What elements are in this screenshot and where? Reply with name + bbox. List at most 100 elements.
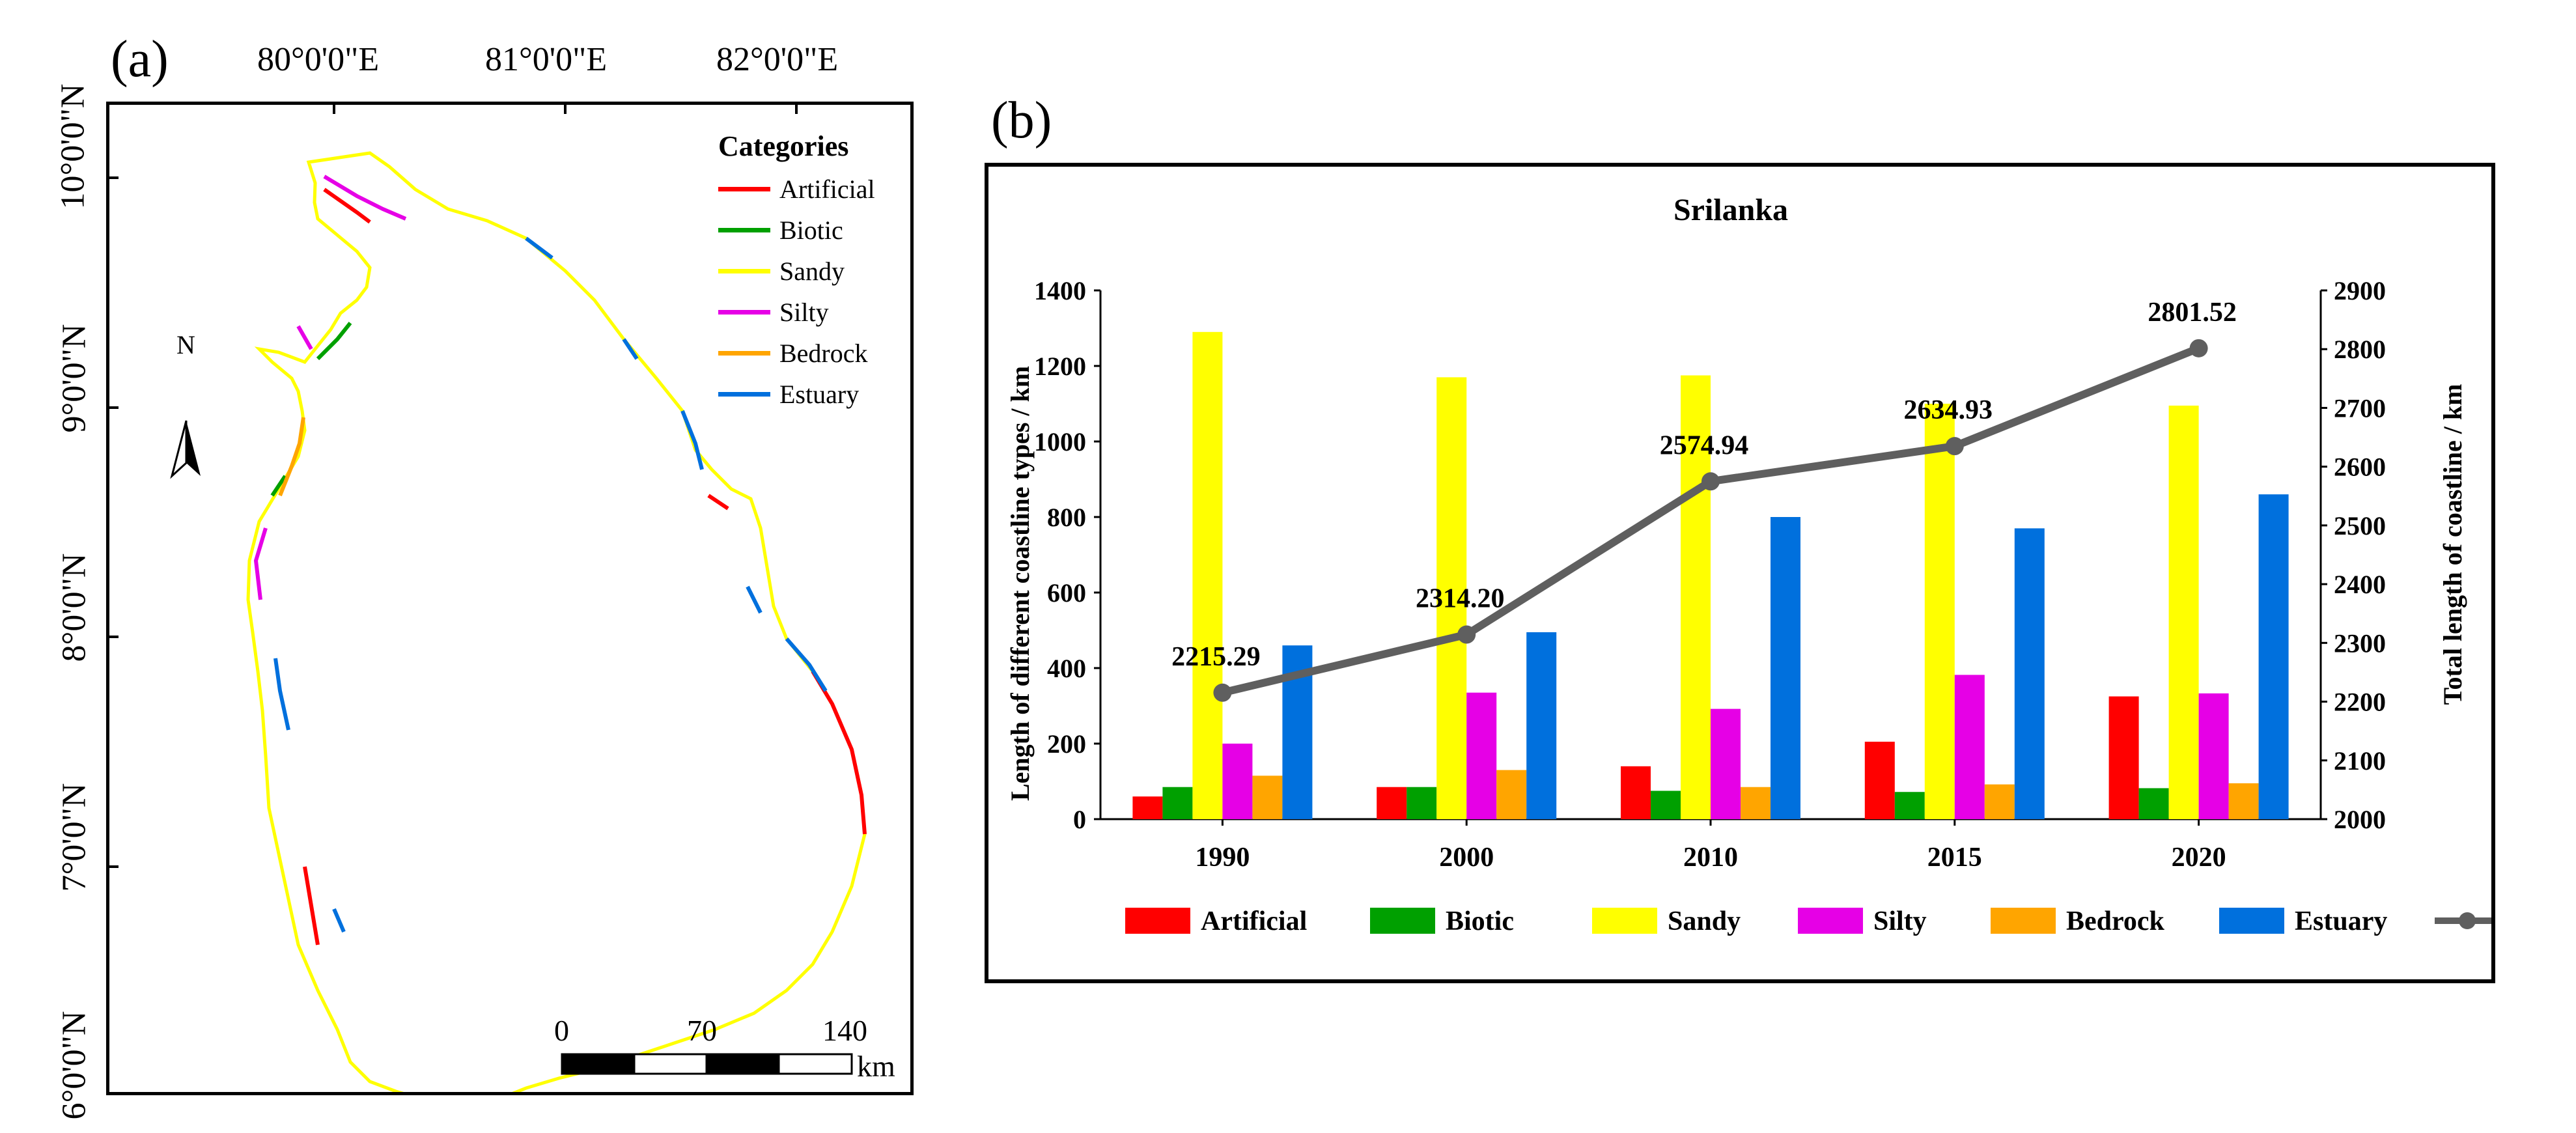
scale-label-70: 70 (687, 1014, 717, 1047)
estuary-segment (332, 908, 346, 933)
bar-bedrock-2000 (1496, 770, 1527, 819)
estuary-segment (680, 410, 704, 470)
legend-swatch-biotic (1370, 908, 1435, 934)
left-coord-6n: 6°0'0"N (55, 1011, 93, 1120)
left-coord-7n: 7°0'0"N (55, 783, 93, 892)
silty-swatch (718, 310, 770, 315)
legend-label: Artificial (779, 175, 875, 204)
bar-bedrock-2015 (1984, 784, 2015, 819)
map-frame: N Categories Artificial Biotic Sandy Sil… (106, 102, 914, 1095)
sri-lanka-coastline (246, 151, 867, 1092)
left-coord-9n: 9°0'0"N (55, 324, 93, 433)
artificial-swatch (718, 187, 770, 191)
total-point (2189, 339, 2208, 357)
silty-segment (323, 175, 407, 221)
legend-swatch-artificial (1125, 908, 1190, 934)
y-tick-label: 800 (1047, 503, 1086, 532)
bar-biotic-2015 (1894, 792, 1925, 819)
north-arrow-icon (170, 420, 201, 479)
chart-title: Srilanka (1673, 193, 1788, 227)
bar-silty-1990 (1222, 744, 1253, 819)
scale-label-140: 140 (822, 1014, 867, 1047)
top-coord-80: 80°0'0"E (257, 41, 380, 78)
x-tick-label: 1990 (1195, 843, 1250, 873)
legend-label-sandy: Sandy (1668, 906, 1741, 936)
y2-tick-label: 2700 (2334, 393, 2386, 423)
bedrock-swatch (718, 351, 770, 356)
total-point (1213, 683, 1232, 702)
legend-label: Estuary (779, 380, 860, 409)
chart-svg: Srilanka Length of different coastline t… (1005, 193, 2570, 936)
y-tick-label: 0 (1073, 805, 1086, 834)
legend-swatch-estuary (2219, 908, 2284, 934)
artificial-segment (707, 494, 729, 511)
y-tick-label: 1000 (1034, 427, 1086, 456)
bar-biotic-2000 (1407, 787, 1437, 819)
artificial-segment (303, 866, 320, 945)
scale-unit: km (857, 1050, 895, 1083)
legend-swatch-silty (1798, 908, 1863, 934)
total-data-label: 2215.29 (1171, 642, 1261, 672)
map-legend-title: Categories (718, 130, 849, 162)
y2-tick-label: 2100 (2334, 746, 2386, 776)
estuary-segment (622, 338, 639, 360)
bar-biotic-2020 (2138, 788, 2169, 819)
biotic-swatch (718, 228, 770, 232)
bar-sandy-2015 (1924, 404, 1955, 819)
legend-label-silty: Silty (1873, 906, 1927, 936)
map-legend-bedrock: Bedrock (718, 338, 868, 369)
left-coord-8n: 8°0'0"N (55, 553, 93, 662)
total-point (1701, 472, 1720, 491)
bar-artificial-2015 (1864, 742, 1895, 819)
y2-tick-label: 2200 (2334, 688, 2386, 717)
y2-axis-label: Total length of coastline / km (2438, 384, 2467, 705)
estuary-segment (273, 658, 290, 731)
bar-estuary-2015 (2014, 528, 2045, 819)
y2-tick-label: 2800 (2334, 335, 2386, 364)
total-data-label: 2634.93 (1904, 395, 1993, 425)
bar-estuary-2020 (2258, 494, 2289, 819)
y2-tick-label: 2600 (2334, 453, 2386, 482)
y-tick-label: 1400 (1034, 276, 1086, 305)
legend-label: Silty (779, 298, 829, 327)
map-legend-estuary: Estuary (718, 379, 859, 410)
y2-tick-label: 2400 (2334, 570, 2386, 599)
x-tick-label: 2000 (1439, 843, 1494, 873)
bar-silty-2015 (1954, 675, 1985, 819)
north-letter: N (176, 330, 195, 359)
legend-label-estuary: Estuary (2295, 906, 2387, 936)
top-coord-82: 82°0'0"E (716, 41, 839, 78)
y2-tick-label: 2000 (2334, 805, 2386, 834)
legend-label-artificial: Artificial (1201, 906, 1307, 936)
y-tick-label: 1200 (1034, 352, 1086, 381)
x-tick-label: 2010 (1683, 843, 1738, 873)
total-data-label: 2801.52 (2148, 298, 2237, 328)
y-tick-label: 400 (1047, 654, 1086, 683)
bar-estuary-2000 (1526, 632, 1557, 819)
estuary-segment (746, 585, 763, 614)
map-legend-artificial: Artificial (718, 174, 875, 204)
y2-tick-label: 2500 (2334, 511, 2386, 540)
biotic-segment (270, 475, 287, 497)
bar-biotic-2010 (1651, 790, 1681, 819)
legend-swatch-sandy (1592, 908, 1657, 934)
estuary-segment (525, 236, 553, 260)
legend-label: Bedrock (779, 339, 868, 368)
left-coord-10n: 10°0'0"N (54, 83, 92, 210)
y-tick-label: 600 (1047, 578, 1086, 608)
legend-label: Sandy (779, 257, 845, 286)
panel-b-label: (b) (991, 92, 1052, 149)
bar-biotic-1990 (1162, 787, 1193, 819)
artificial-segment (323, 188, 371, 224)
artificial-segment (811, 670, 867, 835)
legend-marker-total (2459, 912, 2476, 929)
bar-sandy-2000 (1436, 377, 1467, 819)
y2-tick-label: 2300 (2334, 628, 2386, 658)
bar-silty-2010 (1711, 708, 1741, 819)
bar-artificial-2000 (1377, 787, 1407, 819)
legend-swatch-bedrock (1991, 908, 2056, 934)
bar-artificial-1990 (1132, 796, 1163, 819)
scale-bar (561, 1053, 853, 1075)
x-tick-label: 2020 (2172, 843, 2226, 873)
bar-bedrock-2010 (1741, 787, 1771, 819)
